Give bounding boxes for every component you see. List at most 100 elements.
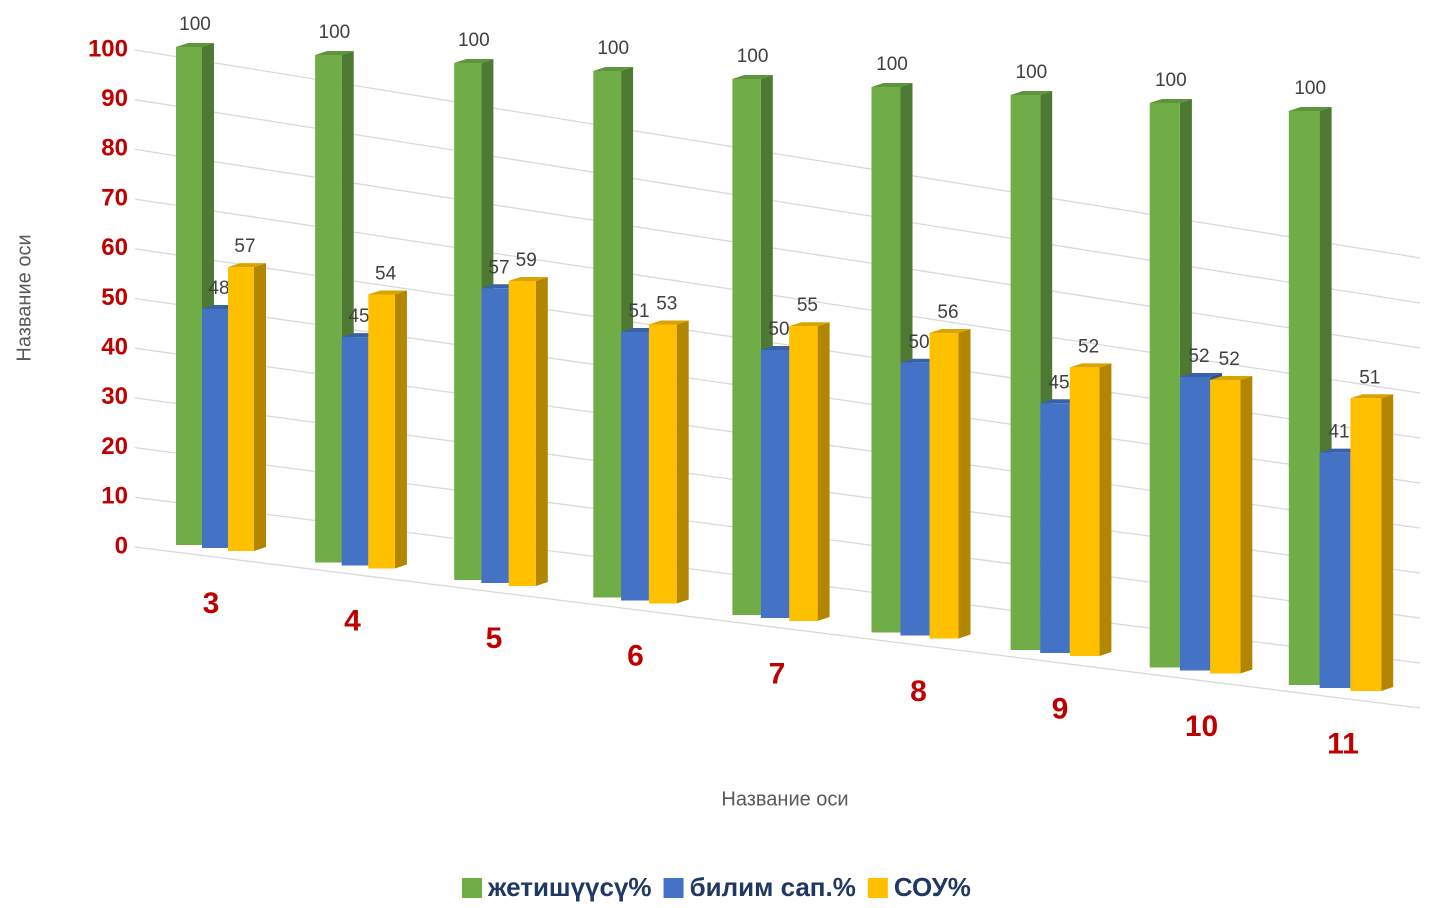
value-label: 55 (797, 295, 818, 316)
bar-face (1240, 375, 1253, 674)
bar-face (871, 83, 913, 87)
value-label: 41 (1328, 422, 1349, 443)
bar-face (1381, 394, 1394, 691)
y-axis-title: Название оси (13, 234, 35, 361)
value-label: 59 (516, 250, 537, 271)
bar-face (929, 329, 971, 334)
value-label: 52 (1219, 349, 1240, 370)
x-tick-label: 8 (910, 675, 927, 708)
y-tick-label: 30 (101, 383, 128, 410)
y-tick-label: 100 (88, 35, 128, 62)
bar-face (254, 263, 266, 551)
grid-line (134, 546, 1421, 709)
x-tick-label: 3 (203, 587, 220, 620)
value-label: 56 (937, 302, 958, 323)
value-label: 100 (1016, 62, 1048, 83)
value-label: 48 (208, 278, 229, 299)
value-label: 45 (348, 306, 369, 327)
bar-face (929, 333, 959, 639)
bar-face (228, 263, 266, 268)
y-tick-label: 10 (101, 483, 128, 510)
bar-face (1288, 111, 1320, 685)
value-label: 50 (768, 319, 789, 340)
legend-swatch (663, 878, 684, 898)
value-label: 51 (628, 301, 649, 322)
bar-face (1350, 398, 1382, 691)
bar (1210, 375, 1253, 674)
bar-face (1149, 103, 1180, 668)
bar-face (176, 43, 214, 47)
bar-face (454, 59, 494, 63)
bar-face (732, 75, 773, 79)
bar-face (732, 79, 761, 615)
y-tick-label: 20 (101, 433, 128, 460)
y-tick-label: 0 (115, 532, 128, 559)
bar (648, 320, 689, 604)
legend-label: билим сап.% (690, 872, 856, 902)
bar-face (202, 308, 228, 548)
x-axis-title: Название оси (721, 788, 848, 810)
bar-face (394, 290, 407, 569)
legend-swatch (462, 878, 482, 898)
bar-face (1010, 91, 1053, 95)
bar-face (1010, 95, 1041, 650)
y-tick-label: 80 (101, 135, 128, 162)
value-label: 100 (458, 30, 490, 51)
bar-face (176, 47, 202, 545)
bar-face (228, 267, 254, 551)
x-tick-label: 7 (769, 657, 786, 690)
bar-face (315, 51, 354, 55)
bar-face (900, 362, 930, 636)
bar-face (1149, 99, 1192, 103)
y-tick-label: 70 (101, 184, 128, 211)
bar-face (871, 87, 901, 633)
legend-label: жетишүүсү% (487, 872, 652, 902)
value-label: 51 (1359, 367, 1380, 388)
bar-face (1319, 452, 1351, 688)
y-tick-label: 60 (101, 234, 128, 261)
bar-face (508, 280, 536, 586)
bar-face (368, 290, 407, 295)
value-label: 100 (179, 14, 211, 35)
bar-face (481, 288, 509, 583)
value-label: 53 (656, 293, 677, 314)
value-label: 52 (1188, 346, 1209, 367)
bar-face (1179, 376, 1211, 671)
bar (789, 322, 830, 621)
bar-face (1350, 394, 1394, 399)
x-tick-label: 5 (486, 622, 503, 655)
bar-face (789, 326, 818, 621)
bar-face (621, 331, 649, 601)
bar-face (1040, 403, 1070, 653)
bar-face (760, 350, 790, 618)
x-tick-label: 10 (1185, 710, 1218, 743)
bar-face (1179, 372, 1223, 377)
bar (732, 75, 773, 615)
value-label: 100 (1155, 70, 1187, 91)
x-tick-label: 6 (627, 640, 644, 673)
legend-swatch (867, 878, 888, 898)
bar-face (368, 294, 395, 569)
bar-face (508, 276, 548, 281)
bar (1350, 394, 1394, 691)
bar-face (341, 337, 369, 566)
bar-face (1210, 379, 1241, 674)
bar-face (817, 322, 830, 621)
bar-face (676, 320, 689, 604)
bar (929, 329, 971, 639)
legend-label: СОУ% (894, 872, 971, 902)
value-label: 54 (375, 263, 397, 284)
value-label: 100 (1294, 78, 1326, 99)
bar-face (648, 320, 689, 325)
bar (368, 290, 407, 569)
value-label: 100 (319, 22, 351, 43)
bar-face (958, 329, 971, 639)
bar-face (1210, 375, 1253, 380)
value-label: 57 (234, 236, 255, 257)
value-label: 100 (876, 54, 908, 75)
bar-face (1288, 107, 1332, 111)
y-tick-label: 50 (101, 284, 128, 311)
bar-face (648, 324, 677, 604)
x-tick-label: 4 (344, 605, 361, 638)
